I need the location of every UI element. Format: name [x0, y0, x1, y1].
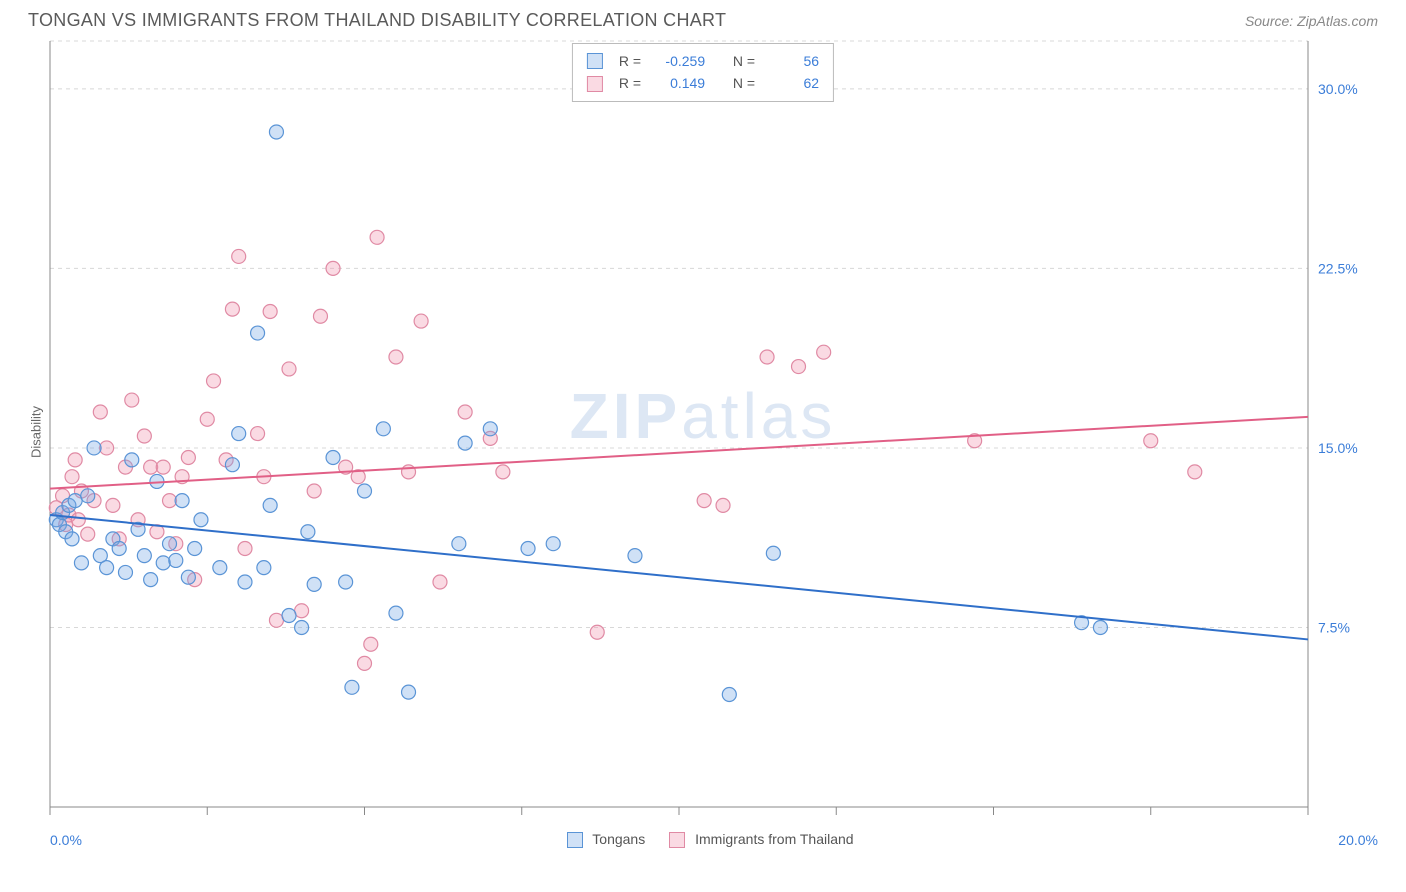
series-legend: Tongans Immigrants from Thailand [567, 831, 854, 848]
scatter-chart: 7.5% 15.0% 22.5% 30.0% [28, 37, 1378, 827]
chart-header: TONGAN VS IMMIGRANTS FROM THAILAND DISAB… [0, 0, 1406, 37]
correlation-legend: R = -0.259 N = 56 R = 0.149 N = 62 [572, 43, 834, 102]
legend-item-tongans: Tongans [567, 831, 646, 848]
svg-text:30.0%: 30.0% [1318, 81, 1358, 97]
x-min-label: 0.0% [50, 832, 82, 848]
x-max-label: 20.0% [1338, 832, 1378, 848]
svg-text:15.0%: 15.0% [1318, 440, 1358, 456]
chart-source: Source: ZipAtlas.com [1245, 13, 1378, 29]
legend-swatch-pink [587, 76, 603, 92]
svg-text:7.5%: 7.5% [1318, 619, 1350, 635]
y-axis-label: Disability [29, 406, 44, 458]
svg-text:22.5%: 22.5% [1318, 260, 1358, 276]
legend-swatch-pink-bottom [669, 832, 685, 848]
legend-row-thailand: R = 0.149 N = 62 [587, 72, 819, 94]
chart-area: Disability ZIPatlas R = -0.259 N = 56 R … [28, 37, 1378, 827]
chart-title: TONGAN VS IMMIGRANTS FROM THAILAND DISAB… [28, 10, 726, 31]
legend-row-tongans: R = -0.259 N = 56 [587, 50, 819, 72]
legend-swatch-blue-bottom [567, 832, 583, 848]
legend-swatch-blue [587, 53, 603, 69]
legend-item-thailand: Immigrants from Thailand [669, 831, 853, 848]
bottom-bar: 0.0% Tongans Immigrants from Thailand 20… [50, 831, 1378, 848]
